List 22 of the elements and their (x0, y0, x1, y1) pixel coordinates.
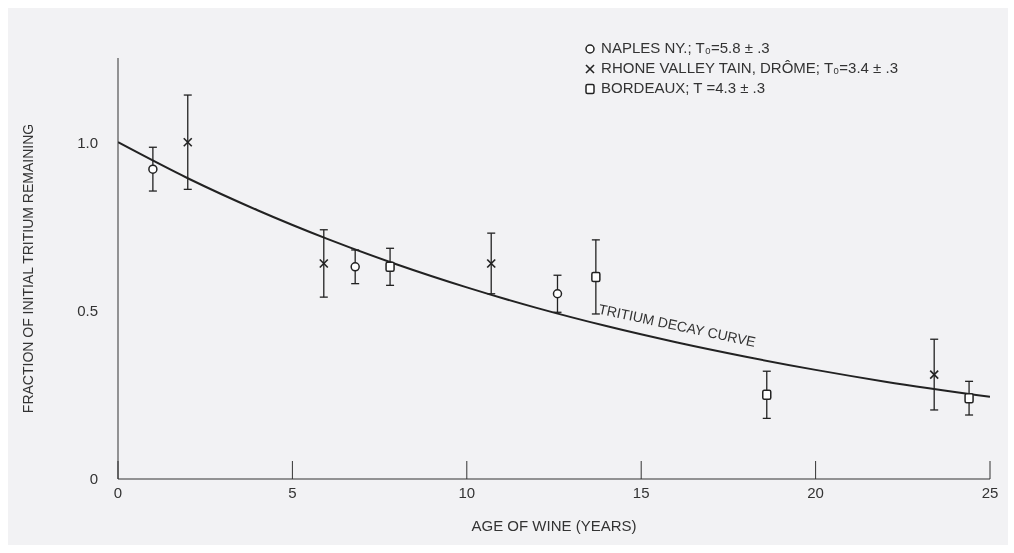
point (350, 262, 360, 272)
point (591, 271, 601, 283)
legend-label: BORDEAUX; T =4.3 ± .3 (601, 79, 766, 96)
x-tick-label: 5 (288, 483, 297, 501)
point (385, 261, 395, 273)
x-axis-title: AGE OF WINE (YEARS) (471, 517, 637, 534)
x-tick-label: 0 (113, 483, 123, 501)
x-tick-label: 25 (981, 483, 999, 501)
x-tick-label: 20 (807, 483, 824, 501)
y-axis-title: FRACTION OF INITIAL TRITIUM REMAINING (19, 123, 36, 414)
legend-label: RHONE VALLEY TAIN, DRÔME; T₀=3.4 ± .3 (601, 59, 898, 76)
x-tick-label: 10 (458, 483, 476, 501)
point (552, 289, 563, 299)
y-tick-label: 0 (89, 470, 98, 488)
y-tick-label: 1.0 (77, 133, 98, 151)
y-tick-label: 0.5 (77, 301, 98, 319)
point (964, 392, 974, 404)
text: TRITIUM DECAY CURVE (597, 300, 758, 350)
point (148, 164, 158, 174)
x-tick-label: 15 (632, 483, 650, 501)
point (762, 389, 772, 401)
legend-label: NAPLES NY.; T₀=5.8 ± .3 (601, 39, 770, 56)
